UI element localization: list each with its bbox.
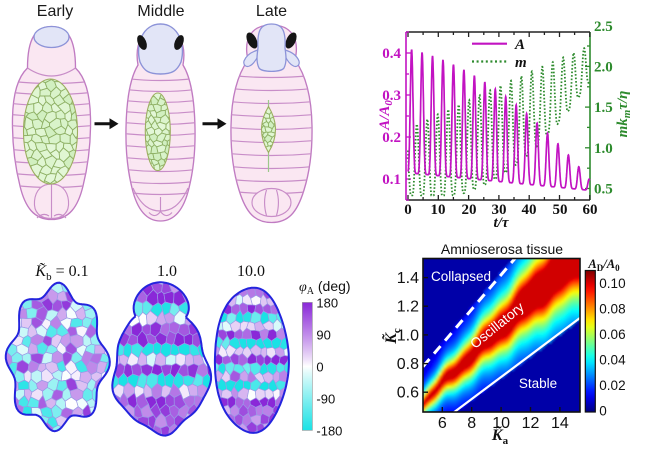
svg-text:12: 12 [522,415,540,432]
svg-text:0.4: 0.4 [382,46,401,62]
svg-text:Middle: Middle [137,3,184,20]
svg-text:1.2: 1.2 [397,299,419,316]
svg-text:90: 90 [316,327,330,342]
svg-text:0.6: 0.6 [397,385,419,402]
svg-text:2.0: 2.0 [594,59,613,75]
svg-text:0.06: 0.06 [599,327,625,342]
svg-text:0: 0 [599,404,607,419]
svg-text:0.5: 0.5 [594,182,613,198]
svg-text:2.5: 2.5 [594,19,613,35]
svg-text:6: 6 [438,415,447,432]
svg-text:1.0: 1.0 [594,141,613,157]
svg-text:A/A0: A/A0 [377,100,395,131]
svg-text:0: 0 [316,359,323,374]
svg-text:mkmτ/η: mkmτ/η [615,91,633,138]
svg-text:0.1: 0.1 [382,172,401,188]
svg-text:0.10: 0.10 [599,276,625,291]
svg-text:0: 0 [404,202,412,218]
svg-text:K̃b = 0.1: K̃b = 0.1 [34,262,88,283]
svg-text:m: m [515,55,527,71]
svg-text:30: 30 [492,202,507,218]
svg-text:50: 50 [553,202,568,218]
svg-text:1.4: 1.4 [397,270,419,287]
svg-text:1.5: 1.5 [594,100,613,116]
svg-text:0.2: 0.2 [382,130,401,146]
svg-text:AD/A0: AD/A0 [587,257,620,273]
svg-text:t/τ: t/τ [494,215,510,231]
svg-text:0.08: 0.08 [599,302,625,317]
svg-text:0.04: 0.04 [599,353,626,368]
svg-text:60: 60 [583,202,598,218]
svg-text:10: 10 [431,202,446,218]
svg-text:40: 40 [522,202,537,218]
svg-text:A: A [514,37,525,53]
svg-text:8: 8 [467,415,476,432]
svg-text:φA (deg): φA (deg) [299,278,351,297]
svg-text:1.0: 1.0 [397,327,419,344]
svg-text:Stable: Stable [519,376,557,391]
svg-text:-180: -180 [316,423,342,438]
svg-text:180: 180 [316,295,338,310]
svg-text:14: 14 [551,415,569,432]
svg-text:Late: Late [256,3,287,20]
svg-text:-90: -90 [316,391,335,406]
svg-text:Early: Early [37,3,73,20]
svg-text:Amnioserosa tissue: Amnioserosa tissue [441,241,563,257]
svg-text:0.8: 0.8 [397,356,419,373]
svg-text:0.3: 0.3 [382,88,401,104]
svg-text:10: 10 [492,415,510,432]
svg-text:1.0: 1.0 [157,263,177,280]
svg-text:20: 20 [462,202,477,218]
svg-text:Collapsed: Collapsed [431,269,491,284]
svg-text:0.02: 0.02 [599,378,625,393]
svg-text:10.0: 10.0 [237,263,265,280]
